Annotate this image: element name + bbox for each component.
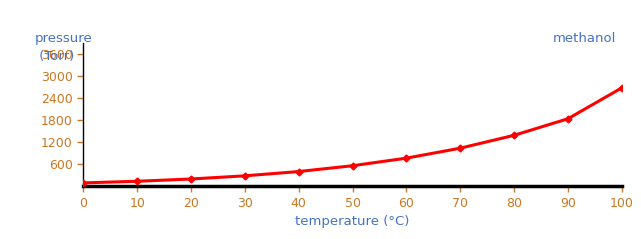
Text: (Torr): (Torr) — [35, 50, 74, 63]
Text: methanol: methanol — [553, 32, 617, 44]
X-axis label: temperature (°C): temperature (°C) — [296, 215, 410, 228]
Text: pressure: pressure — [35, 32, 92, 44]
